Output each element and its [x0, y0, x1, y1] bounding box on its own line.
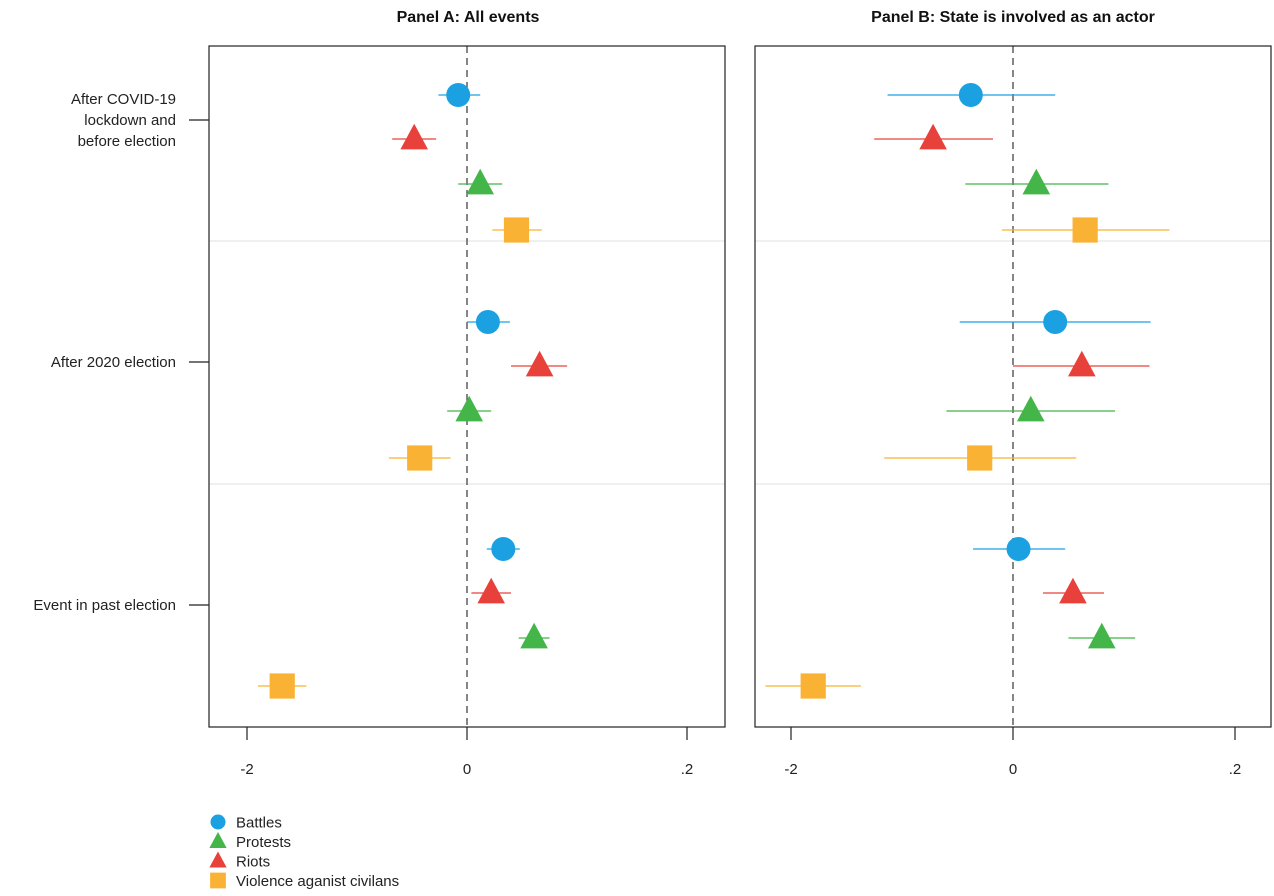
panel-a-title: Panel A: All events — [397, 9, 540, 26]
estimate-marker — [477, 577, 505, 604]
legend-marker — [210, 814, 226, 830]
legend-label: Riots — [236, 854, 270, 871]
estimate-marker — [503, 217, 530, 243]
legend-marker — [209, 831, 227, 848]
panel-a: Panel A: All events — [397, 9, 540, 26]
estimate-marker — [1016, 395, 1045, 422]
group-label: After 2020 election — [51, 354, 176, 371]
group-label: After COVID-19 lockdown and before electio… — [71, 91, 176, 150]
x-tick-label: -2 — [784, 761, 797, 778]
estimate-marker — [446, 83, 471, 107]
estimate-marker — [1072, 217, 1098, 243]
legend-label: Violence aganist civilans — [236, 873, 399, 890]
estimate-marker — [400, 123, 428, 150]
estimate-marker — [466, 168, 494, 195]
estimate-marker — [800, 673, 826, 699]
estimate-marker — [919, 123, 947, 150]
estimate-marker — [475, 310, 500, 334]
estimate-marker — [1068, 350, 1096, 377]
x-tick-label: .2 — [681, 761, 694, 778]
estimate-marker — [525, 350, 554, 377]
panel-plot-b: -2 0 .2 — [754, 45, 1272, 778]
estimate-marker — [1022, 168, 1051, 195]
panel-b: Panel B: State is involved as an actor — [871, 9, 1155, 26]
estimate-marker — [1088, 622, 1116, 649]
legend-label: Battles — [236, 815, 282, 832]
legend-label: Protests — [236, 834, 291, 851]
group-label: Event in past election — [33, 597, 176, 614]
estimate-marker — [1006, 537, 1031, 561]
estimate-marker — [455, 395, 483, 422]
panel-plot-a: -2 0 .2 — [208, 45, 726, 778]
estimate-marker — [407, 445, 433, 471]
legend: Battles Protests Riots Violence aganist civ… — [209, 814, 399, 890]
estimate-marker — [269, 673, 295, 699]
estimate-marker — [520, 622, 548, 649]
x-tick-label: 0 — [1009, 761, 1017, 778]
legend-marker — [210, 872, 226, 889]
legend-marker — [209, 851, 227, 868]
panel-b-title: Panel B: State is involved as an actor — [871, 9, 1155, 26]
group-labels: After COVID-19 lockdown and before electio… — [33, 91, 209, 614]
estimate-marker — [1043, 310, 1068, 334]
estimate-marker — [958, 83, 983, 107]
estimate-marker — [491, 537, 516, 561]
x-tick-label: .2 — [1229, 761, 1242, 778]
plot-areas: -2 0 .2 -2 0 .2 — [208, 45, 1272, 778]
estimate-marker — [1059, 577, 1087, 604]
x-tick-label: -2 — [240, 761, 253, 778]
estimate-marker — [967, 445, 993, 471]
x-tick-label: 0 — [463, 761, 471, 778]
